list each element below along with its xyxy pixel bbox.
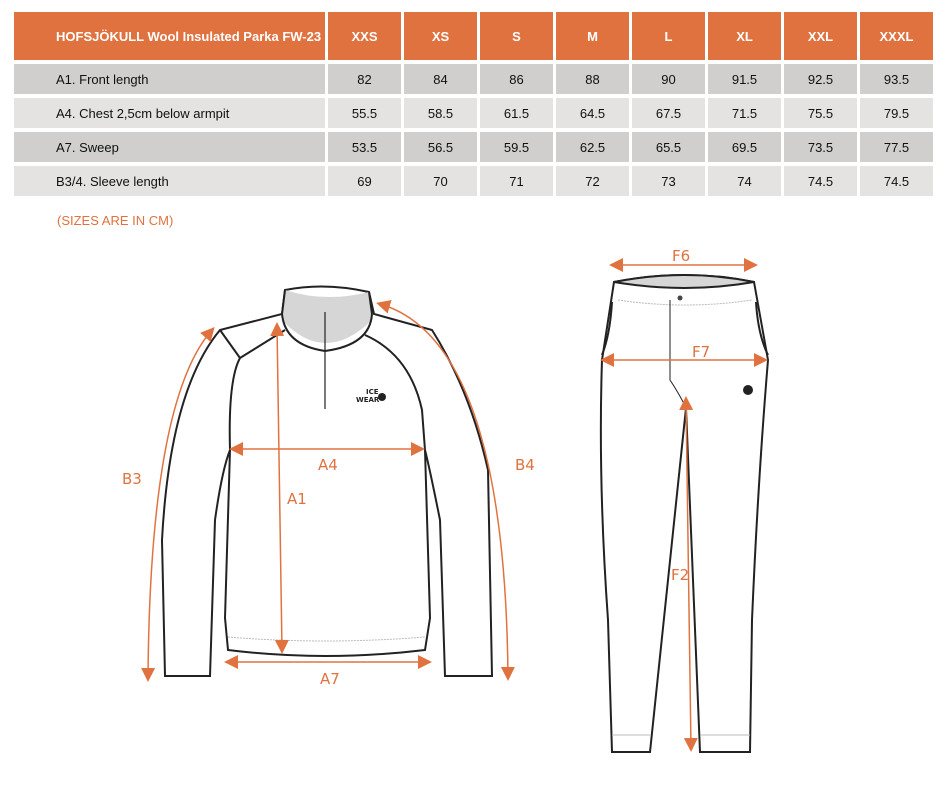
measurement-value: 74.5 bbox=[860, 166, 933, 196]
size-header: XL bbox=[708, 12, 781, 60]
measurement-value: 58.5 bbox=[404, 98, 477, 128]
label-b4: B4 bbox=[515, 456, 535, 474]
units-note: (SIZES ARE IN CM) bbox=[57, 213, 174, 228]
measurement-value: 69 bbox=[328, 166, 401, 196]
arrow-a1 bbox=[270, 322, 289, 654]
size-header: S bbox=[480, 12, 553, 60]
measurement-value: 84 bbox=[404, 64, 477, 94]
measurement-value: 82 bbox=[328, 64, 401, 94]
size-header: L bbox=[632, 12, 705, 60]
size-header: M bbox=[556, 12, 629, 60]
measurement-value: 71 bbox=[480, 166, 553, 196]
snowflake-icon bbox=[378, 393, 386, 401]
arrow-f2 bbox=[679, 396, 698, 752]
measurement-label: B3/4. Sleeve length bbox=[14, 166, 325, 196]
measurement-value: 91.5 bbox=[708, 64, 781, 94]
measurement-value: 77.5 bbox=[860, 132, 933, 162]
label-a7: A7 bbox=[320, 670, 340, 688]
measurement-value: 61.5 bbox=[480, 98, 553, 128]
pants-drawing bbox=[599, 274, 770, 753]
size-header: XXS bbox=[328, 12, 401, 60]
table-row: A7. Sweep 53.5 56.5 59.5 62.5 65.5 69.5 73.5 77.… bbox=[14, 132, 933, 162]
label-a1: A1 bbox=[287, 490, 307, 508]
measurement-value: 71.5 bbox=[708, 98, 781, 128]
product-name: HOFSJÖKULL Wool Insulated Parka FW-23 bbox=[14, 12, 325, 60]
snowflake-icon bbox=[743, 385, 753, 395]
measurement-value: 86 bbox=[480, 64, 553, 94]
measurement-value: 74 bbox=[708, 166, 781, 196]
brand-logo: ICE bbox=[366, 388, 379, 396]
measurement-value: 75.5 bbox=[784, 98, 857, 128]
label-a4: A4 bbox=[318, 456, 338, 474]
measurement-value: 93.5 bbox=[860, 64, 933, 94]
measurement-value: 53.5 bbox=[328, 132, 401, 162]
brand-logo-text: WEAR bbox=[356, 396, 380, 404]
pants-measurement-arrows bbox=[600, 258, 768, 752]
measurement-value: 56.5 bbox=[404, 132, 477, 162]
measurement-value: 67.5 bbox=[632, 98, 705, 128]
measurement-value: 55.5 bbox=[328, 98, 401, 128]
measurement-label: A1. Front length bbox=[14, 64, 325, 94]
arrow-b4 bbox=[376, 300, 515, 681]
measurement-value: 69.5 bbox=[708, 132, 781, 162]
header-row: HOFSJÖKULL Wool Insulated Parka FW-23 XX… bbox=[14, 12, 933, 60]
size-header: XXL bbox=[784, 12, 857, 60]
measurement-value: 65.5 bbox=[632, 132, 705, 162]
size-header: XXXL bbox=[860, 12, 933, 60]
measurement-label: A4. Chest 2,5cm below armpit bbox=[14, 98, 325, 128]
arrow-b3 bbox=[141, 327, 215, 682]
jacket-drawing bbox=[160, 285, 494, 677]
measurement-label: A7. Sweep bbox=[14, 132, 325, 162]
label-f2: F2 bbox=[671, 566, 689, 584]
measurement-value: 70 bbox=[404, 166, 477, 196]
table-row: B3/4. Sleeve length 69 70 71 72 73 74 74.5 74.5 bbox=[14, 166, 933, 196]
label-f7: F7 bbox=[692, 343, 710, 361]
measurement-value: 74.5 bbox=[784, 166, 857, 196]
measurement-value: 88 bbox=[556, 64, 629, 94]
label-f6: F6 bbox=[672, 247, 690, 265]
measurement-value: 62.5 bbox=[556, 132, 629, 162]
measurement-value: 73.5 bbox=[784, 132, 857, 162]
measurement-value: 90 bbox=[632, 64, 705, 94]
measurement-value: 72 bbox=[556, 166, 629, 196]
label-b3: B3 bbox=[122, 470, 142, 488]
measurement-value: 73 bbox=[632, 166, 705, 196]
table-row: A4. Chest 2,5cm below armpit 55.5 58.5 61.5… bbox=[14, 98, 933, 128]
measurement-value: 64.5 bbox=[556, 98, 629, 128]
measurement-value: 79.5 bbox=[860, 98, 933, 128]
table-row: A1. Front length 82 84 86 88 90 91.5 92.5 93.5 bbox=[14, 64, 933, 94]
size-chart-table: HOFSJÖKULL Wool Insulated Parka FW-23 XX… bbox=[11, 8, 936, 200]
measurement-value: 92.5 bbox=[784, 64, 857, 94]
size-header: XS bbox=[404, 12, 477, 60]
measurement-value: 59.5 bbox=[480, 132, 553, 162]
jacket-measurement-arrows bbox=[141, 300, 515, 682]
